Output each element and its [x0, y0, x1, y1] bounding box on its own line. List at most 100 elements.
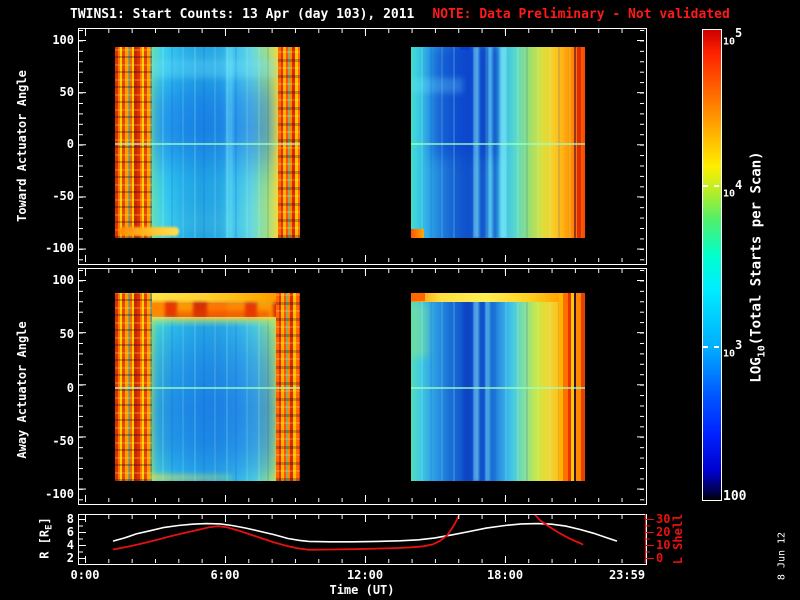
colorbar-tick-dash — [703, 346, 719, 348]
spectrogram-dark-column — [492, 47, 498, 238]
ytick-label: 0 — [66, 381, 74, 395]
lshell-curve — [112, 515, 460, 551]
tick-strip — [79, 255, 645, 262]
ytick-label: 100 — [52, 33, 74, 47]
tick-strip — [637, 269, 644, 502]
preliminary-note: NOTE: Data Preliminary - Not validated — [432, 7, 730, 22]
ltick-label: 30 — [656, 512, 671, 526]
plot-datestamp: 8 Jun 12 — [776, 531, 788, 581]
tick-strip — [79, 29, 645, 36]
spectrogram-hot-blob — [411, 229, 424, 238]
colorbar-title-text: LOG — [748, 357, 765, 383]
ytick-label: -100 — [45, 241, 74, 255]
zero-angle-line — [115, 143, 300, 145]
lshell-tick-strip — [646, 515, 654, 562]
zero-angle-line — [411, 143, 585, 145]
panel-toward — [78, 28, 647, 265]
spectrogram-bright-column — [226, 47, 233, 238]
ltick-label: 0 — [656, 551, 664, 565]
spectrogram-green-patch — [411, 304, 429, 357]
colorbar-title-sub: 10 — [756, 345, 768, 358]
tick-strip — [79, 269, 86, 502]
tick-strip — [79, 495, 645, 502]
ytick-label: -50 — [52, 189, 74, 203]
zero-angle-line — [411, 387, 585, 389]
xtick-label: 12:00 — [346, 568, 384, 582]
ytick-label: -100 — [45, 487, 74, 501]
spectrogram-bottom-glow — [149, 474, 233, 481]
spectrogram-yellow-top-row — [411, 293, 579, 302]
tick-exp: 3 — [735, 338, 743, 352]
rtick-label: 8 — [66, 512, 74, 526]
colorbar-title-text: (Total Starts per Scan) — [748, 151, 765, 346]
spectrogram-yellow-top-row — [145, 293, 282, 303]
xtick-label: 18:00 — [486, 568, 524, 582]
rtick-label: 2 — [66, 551, 74, 565]
ephemeris-curves — [112, 515, 618, 551]
colorbar-tick-label: 100 — [723, 489, 747, 504]
tick-strip — [79, 515, 645, 522]
spectrogram-blue-dash — [460, 47, 470, 50]
spectrogram-dark-line — [574, 47, 576, 238]
rtick-label: 6 — [66, 525, 74, 539]
tick-base: 10 — [723, 188, 736, 200]
spectrogram-toward-segment2 — [411, 47, 585, 238]
spectrogram-hot-blob — [411, 293, 425, 301]
title-bar: TWINS1: Start Counts: 13 Apr (day 103), … — [70, 7, 730, 22]
spectrogram-red-line — [577, 47, 581, 238]
spectrogram-light-band — [148, 60, 278, 78]
tick-base: 10 — [723, 36, 736, 48]
zero-angle-line — [115, 387, 300, 389]
away-axis-label: Away Actuator Angle — [15, 321, 29, 459]
tick-exp: 4 — [735, 178, 743, 192]
toward-axis-label: Toward Actuator Angle — [15, 70, 29, 222]
tick-strip — [79, 29, 86, 262]
colorbar-gradient — [703, 30, 721, 500]
spectrogram-stripe-layer — [152, 47, 278, 238]
ltick-label: 10 — [656, 538, 671, 552]
spectrogram-bright-column — [487, 47, 492, 238]
ltick-label: 20 — [656, 525, 671, 539]
colorbar-title: LOG10(Total Starts per Scan) — [749, 151, 768, 382]
xtick-label: 6:00 — [210, 568, 240, 582]
spectrogram-stripe-layer — [411, 47, 571, 238]
spectrogram-hot-blob — [119, 227, 179, 236]
spectrogram-away-segment2 — [411, 293, 585, 481]
spectrogram-toward-segment1 — [115, 47, 300, 238]
ytick-label: -50 — [52, 434, 74, 448]
ytick-label: 50 — [59, 85, 74, 99]
lshell-axis-line — [645, 514, 646, 563]
colorbar-tick-dash — [703, 185, 719, 187]
spectrogram-base-layer — [411, 47, 585, 238]
rtick-label: 4 — [66, 538, 74, 552]
spectrogram-bright-column — [473, 47, 479, 238]
tick-strip — [637, 29, 644, 262]
colorbar-tick-label: 103 — [723, 338, 743, 360]
page-title: TWINS1: Start Counts: 13 Apr (day 103), … — [70, 7, 415, 22]
ytick-label: 0 — [66, 137, 74, 151]
ytick-label: 50 — [59, 327, 74, 341]
xaxis-title: Time (UT) — [329, 583, 395, 597]
spectrogram-light-band — [411, 77, 464, 93]
xtick-label: 0:00 — [70, 568, 100, 582]
colorbar — [702, 29, 722, 501]
spectrogram-noisy-edge-right — [278, 47, 300, 238]
spectrogram-band-fade — [147, 317, 284, 327]
ytick-label: 100 — [52, 273, 74, 287]
spectrogram-shade-layer — [152, 326, 276, 476]
tick-exp: 5 — [735, 26, 743, 40]
lshell-axis-label: L Shell — [671, 513, 685, 565]
tick-strip — [79, 269, 645, 276]
tick-strip — [79, 515, 86, 562]
colorbar-tick-label: 105 — [723, 26, 743, 48]
xtick-label: 23:59 — [608, 568, 646, 582]
spectrogram-shade-layer — [152, 52, 275, 231]
spectrogram-dark-column — [480, 47, 487, 238]
panel-away — [78, 268, 647, 505]
colorbar-tick-label: 104 — [723, 178, 743, 200]
spectrogram-away-segment1 — [115, 293, 300, 481]
tick-base: 10 — [723, 348, 736, 360]
tick-strip — [79, 556, 645, 563]
spectrogram-dark-patch — [431, 47, 498, 158]
